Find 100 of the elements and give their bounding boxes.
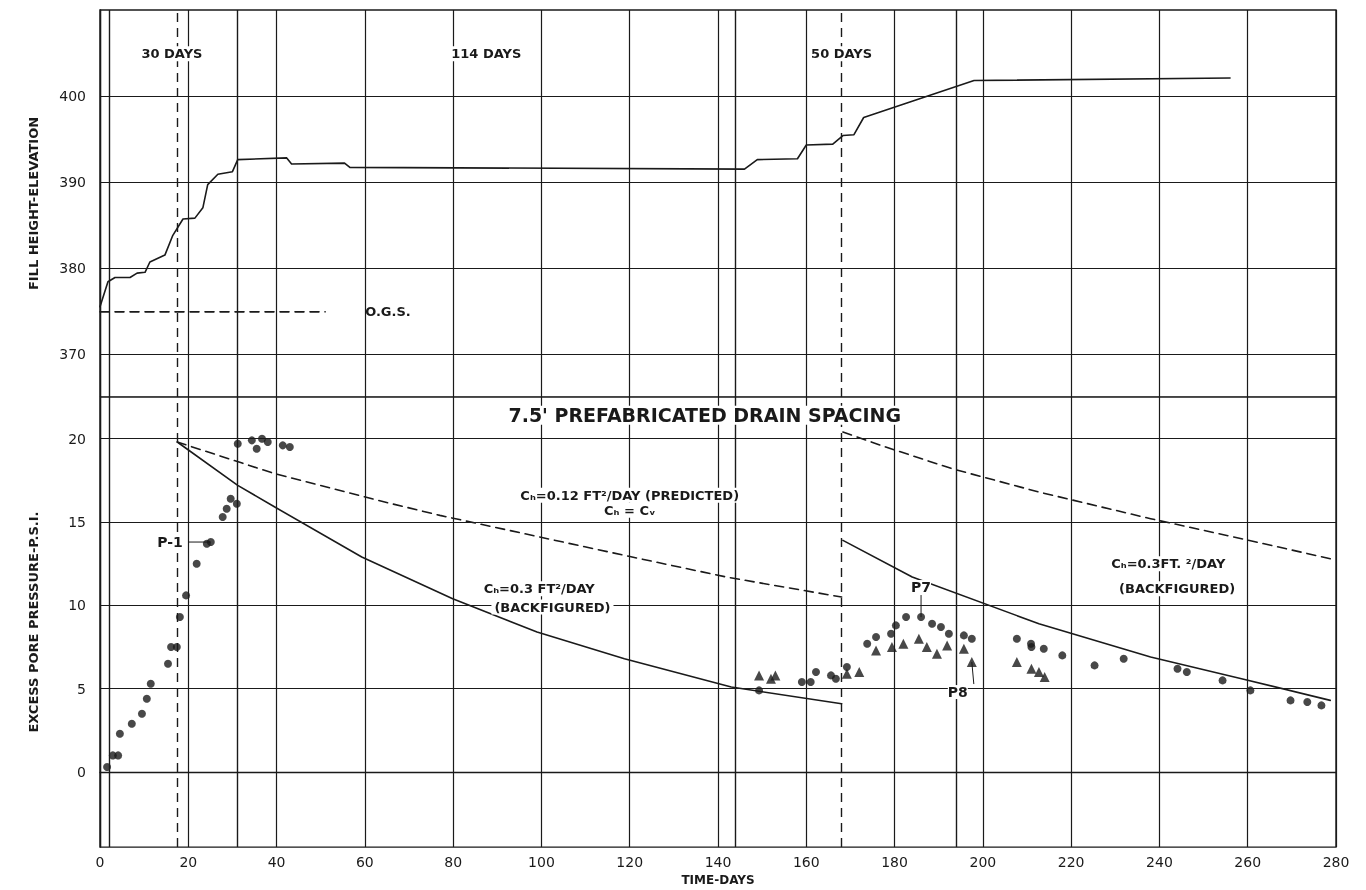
point — [1286, 696, 1295, 705]
point — [913, 633, 924, 644]
point — [967, 634, 976, 643]
point — [137, 709, 146, 718]
point — [863, 639, 872, 648]
x-tick-label: 100 — [528, 854, 555, 871]
point — [263, 438, 272, 447]
point — [1058, 651, 1067, 660]
annotation: Cₕ=0.12 FT²/DAY (PREDICTED) — [520, 487, 740, 503]
x-tick-label: 240 — [1146, 854, 1173, 871]
point — [1027, 643, 1036, 652]
point — [959, 631, 968, 640]
point — [115, 729, 124, 738]
point — [232, 499, 241, 508]
point — [812, 668, 820, 677]
annotation: P-1 — [157, 534, 183, 551]
point — [1119, 654, 1128, 663]
y-tick-label: 370 — [59, 346, 86, 362]
point — [886, 642, 897, 653]
annotation: Cₕ=0.3 FT²/DAY — [483, 581, 596, 597]
point — [1173, 664, 1182, 673]
point — [1303, 698, 1312, 707]
point — [247, 436, 256, 445]
point — [921, 642, 932, 653]
point — [258, 434, 266, 443]
annotation: P8 — [947, 684, 968, 701]
y-tick-label: 390 — [59, 174, 86, 190]
point — [754, 670, 765, 681]
point — [872, 633, 881, 642]
x-tick-label: 180 — [881, 854, 908, 871]
y-tick-label: 15 — [68, 514, 86, 531]
annotation: 114 DAYS — [451, 46, 522, 62]
point — [142, 694, 151, 703]
point — [114, 751, 123, 760]
y-tick-label: 20 — [68, 430, 86, 447]
point — [1012, 634, 1021, 643]
point — [898, 638, 909, 649]
annotation: (BACKFIGURED) — [494, 599, 611, 615]
x-tick-label: 20 — [179, 854, 198, 871]
y-tick-label: 5 — [77, 680, 86, 697]
point — [192, 559, 201, 568]
point — [1317, 701, 1326, 710]
annotation: 50 DAYS — [811, 46, 873, 62]
chart-title: 7.5' PREFABRICATED DRAIN SPACING — [508, 404, 902, 427]
point — [891, 621, 900, 630]
x-tick-label: 200 — [969, 854, 997, 871]
x-tick-label: 220 — [1057, 854, 1085, 871]
point — [233, 439, 242, 448]
annotation: 30 DAYS — [141, 46, 203, 62]
point — [1039, 644, 1048, 653]
annotation: Cₕ = Cᵥ — [603, 502, 656, 518]
y-tick-label: 400 — [59, 88, 86, 104]
point — [797, 678, 806, 687]
annotation: P7 — [911, 579, 932, 596]
x-tick-label: 60 — [355, 854, 374, 871]
point — [1011, 657, 1022, 668]
annotation: (BACKFIGURED) — [1119, 581, 1236, 597]
point — [1039, 672, 1050, 683]
point — [1090, 661, 1099, 670]
x-tick-label: 160 — [792, 854, 820, 871]
x-axis-title: TIME-DAYS — [681, 873, 755, 887]
point — [770, 670, 781, 681]
x-tick-label: 40 — [267, 854, 286, 871]
point — [842, 663, 851, 672]
point — [887, 629, 896, 638]
point — [127, 719, 136, 728]
y-tick-label: 380 — [59, 260, 86, 276]
point — [958, 643, 969, 654]
point — [226, 494, 235, 503]
x-tick-label: 120 — [616, 854, 644, 871]
point — [831, 674, 840, 683]
point — [222, 504, 231, 513]
point — [942, 640, 953, 651]
y-axis-title: FILL HEIGHT-ELEVATION — [26, 116, 41, 291]
point — [146, 679, 155, 688]
point — [1246, 686, 1255, 695]
point — [1033, 667, 1044, 678]
point — [1026, 663, 1037, 674]
point — [182, 591, 191, 600]
point — [806, 678, 815, 687]
annotation: Cₕ=0.3FT. ²/DAY — [1111, 556, 1226, 572]
point — [252, 444, 261, 453]
point — [936, 623, 945, 632]
point — [902, 613, 911, 622]
x-tick-label: 280 — [1322, 854, 1350, 871]
x-tick-label: 80 — [444, 854, 463, 871]
point — [218, 513, 227, 522]
point — [1218, 676, 1227, 685]
point — [172, 643, 181, 652]
point — [1182, 668, 1191, 677]
point — [103, 763, 112, 772]
text: O.G.S. — [365, 304, 411, 320]
point — [944, 629, 953, 638]
point — [175, 613, 184, 622]
y-axis-title: EXCESS PORE PRESSURE-P.S.I. — [26, 511, 41, 733]
x-tick-label: 0 — [95, 854, 105, 871]
point — [871, 645, 882, 656]
point — [928, 619, 937, 628]
point — [755, 686, 764, 695]
y-tick-label: 10 — [68, 597, 86, 614]
